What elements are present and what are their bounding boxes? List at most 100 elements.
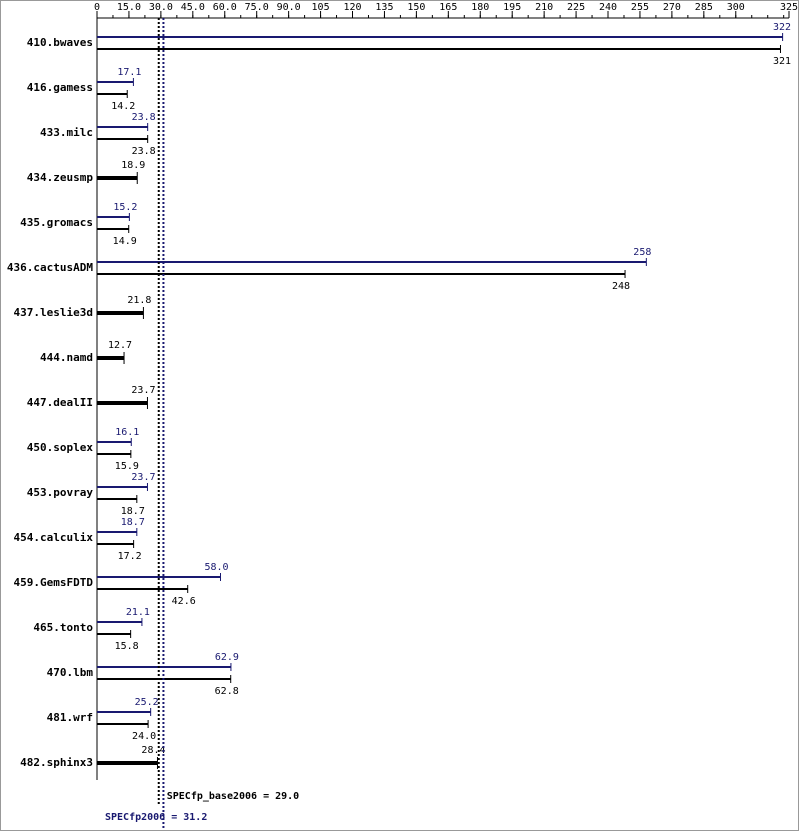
- value-label: 17.1: [117, 67, 141, 78]
- value-label: 58.0: [204, 562, 228, 573]
- value-label: 24.0: [132, 731, 156, 742]
- bar: [97, 93, 128, 95]
- x-tick-label: 210: [535, 2, 553, 13]
- value-label: 17.2: [118, 551, 142, 562]
- x-tick-label: 45.0: [181, 2, 205, 13]
- value-label: 42.6: [172, 596, 196, 607]
- category-label: 410.bwaves: [27, 36, 93, 49]
- value-label: 25.2: [135, 697, 159, 708]
- bar: [97, 401, 148, 405]
- reference-label: SPECfp2006 = 31.2: [105, 812, 207, 823]
- bar: [97, 126, 148, 128]
- value-label: 12.7: [108, 340, 132, 351]
- value-label: 258: [633, 247, 651, 258]
- x-tick-label: 195: [503, 2, 521, 13]
- reference-label: SPECfp_base2006 = 29.0: [167, 791, 299, 802]
- x-tick-label: 225: [567, 2, 585, 13]
- bar: [97, 176, 138, 180]
- value-label: 23.8: [132, 146, 156, 157]
- category-label: 470.lbm: [47, 666, 94, 679]
- value-label: 15.2: [113, 202, 137, 213]
- category-label: 454.calculix: [14, 531, 94, 544]
- bar: [97, 311, 144, 315]
- value-label: 21.8: [127, 295, 151, 306]
- category-label: 459.GemsFDTD: [14, 576, 94, 589]
- x-tick-label: 150: [407, 2, 425, 13]
- value-label: 16.1: [115, 427, 139, 438]
- value-label: 18.7: [121, 506, 145, 517]
- x-tick-label: 105: [312, 2, 330, 13]
- bar: [97, 36, 783, 38]
- category-label: 433.milc: [40, 126, 93, 139]
- bar: [97, 356, 125, 360]
- bar: [97, 588, 188, 590]
- category-label: 434.zeusmp: [27, 171, 94, 184]
- bar: [97, 633, 131, 635]
- bar: [97, 723, 149, 725]
- category-label: 447.dealII: [27, 396, 93, 409]
- bar: [97, 531, 137, 533]
- value-label: 15.8: [115, 641, 139, 652]
- category-label: 437.leslie3d: [14, 306, 93, 319]
- x-tick-label: 325: [780, 2, 798, 13]
- value-label: 23.8: [132, 112, 156, 123]
- x-tick-label: 285: [695, 2, 713, 13]
- value-label: 18.7: [121, 517, 145, 528]
- bar: [97, 216, 130, 218]
- bar: [97, 498, 137, 500]
- x-tick-label: 0: [94, 2, 100, 13]
- value-label: 23.7: [131, 385, 155, 396]
- category-label: 444.namd: [40, 351, 93, 364]
- x-tick-label: 300: [727, 2, 745, 13]
- value-label: 14.2: [111, 101, 135, 112]
- bar: [97, 261, 647, 263]
- x-tick-label: 60.0: [213, 2, 237, 13]
- bar: [97, 453, 131, 455]
- x-tick-label: 270: [663, 2, 681, 13]
- bar: [97, 441, 132, 443]
- category-label: 416.gamess: [27, 81, 93, 94]
- x-tick-label: 135: [375, 2, 393, 13]
- bar: [97, 273, 626, 275]
- value-label: 23.7: [131, 472, 155, 483]
- bar: [97, 576, 221, 578]
- bar: [97, 138, 148, 140]
- bar: [97, 621, 142, 623]
- x-tick-label: 165: [439, 2, 457, 13]
- x-tick-label: 255: [631, 2, 649, 13]
- value-label: 62.8: [215, 686, 239, 697]
- value-label: 15.9: [115, 461, 139, 472]
- value-label: 248: [612, 281, 630, 292]
- category-label: 450.soplex: [27, 441, 94, 454]
- bar: [97, 228, 129, 230]
- value-label: 321: [773, 56, 791, 67]
- value-label: 62.9: [215, 652, 239, 663]
- category-label: 481.wrf: [47, 711, 93, 724]
- category-label: 436.cactusADM: [7, 261, 93, 274]
- value-label: 18.9: [121, 160, 145, 171]
- bar: [97, 543, 134, 545]
- bar: [97, 486, 148, 488]
- value-label: 28.4: [141, 745, 165, 756]
- value-label: 21.1: [126, 607, 150, 618]
- bar: [97, 711, 151, 713]
- value-label: 322: [773, 22, 791, 33]
- category-label: 482.sphinx3: [20, 756, 93, 769]
- category-label: 435.gromacs: [20, 216, 93, 229]
- x-tick-label: 30.0: [149, 2, 173, 13]
- x-tick-label: 120: [343, 2, 361, 13]
- bar: [97, 48, 781, 50]
- x-tick-label: 180: [471, 2, 489, 13]
- category-label: 465.tonto: [33, 621, 93, 634]
- x-tick-label: 15.0: [117, 2, 141, 13]
- x-tick-label: 75.0: [245, 2, 269, 13]
- x-tick-label: 240: [599, 2, 617, 13]
- value-label: 14.9: [113, 236, 137, 247]
- category-label: 453.povray: [27, 486, 94, 499]
- bar: [97, 81, 134, 83]
- bar: [97, 761, 158, 765]
- x-tick-label: 90.0: [277, 2, 301, 13]
